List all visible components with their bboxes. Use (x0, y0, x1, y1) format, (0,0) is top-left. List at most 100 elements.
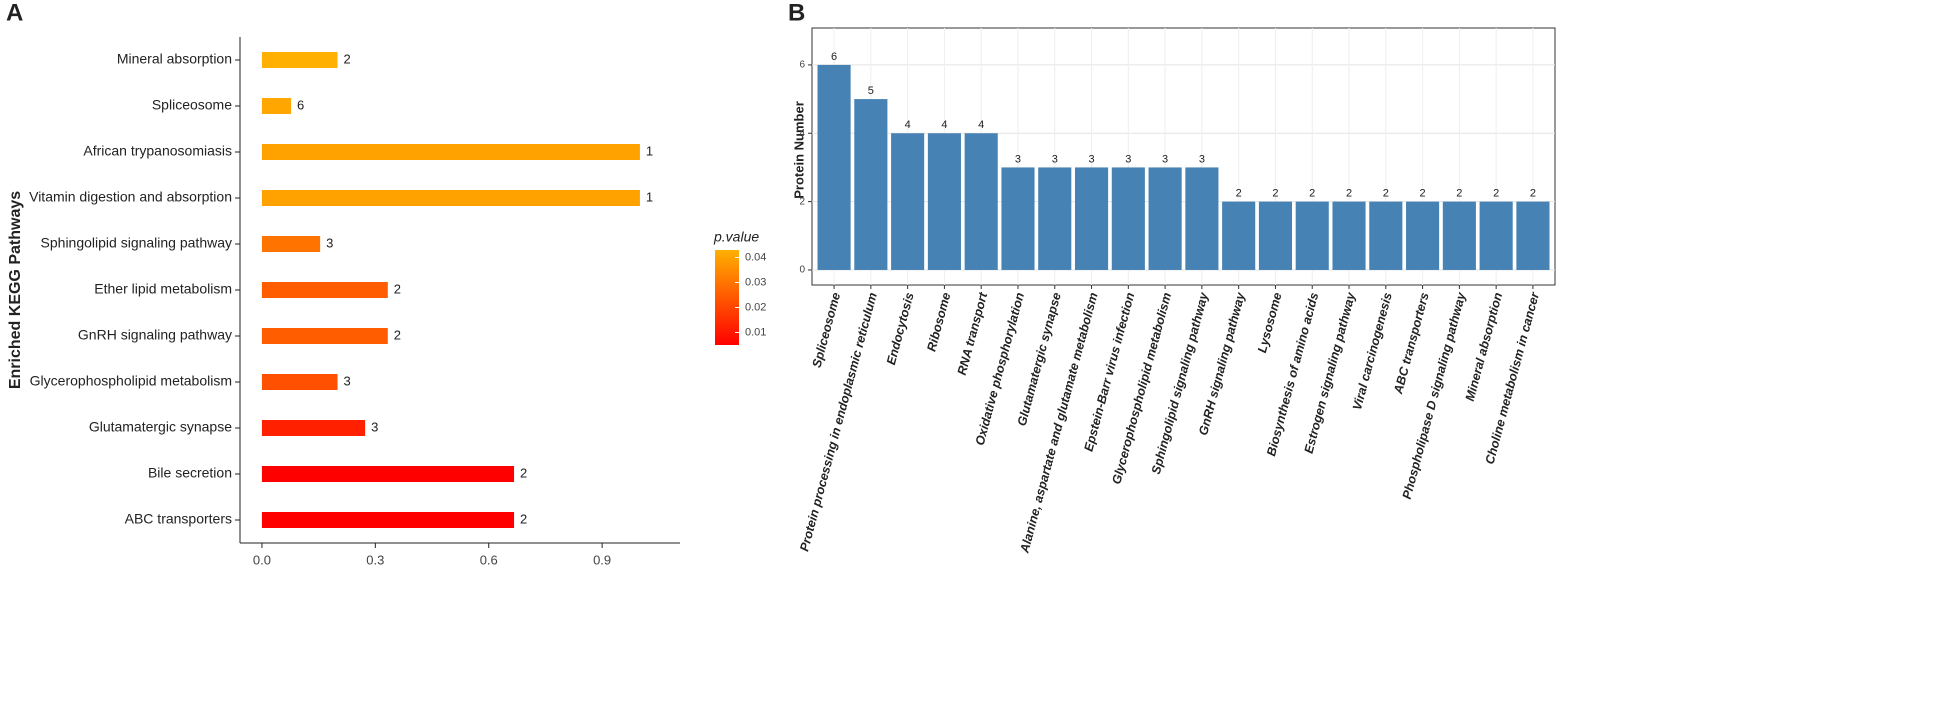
count-label: 3 (326, 235, 333, 250)
bar (1001, 167, 1035, 270)
count-label: 2 (344, 51, 351, 66)
count-label: 6 (297, 97, 304, 112)
legend-tick-label: 0.01 (745, 326, 766, 338)
bar (261, 466, 515, 482)
x-tick-label: ABC transporters (1391, 291, 1432, 396)
bar (261, 282, 388, 298)
y-tick-label: 4 (799, 128, 805, 139)
bar (1332, 201, 1366, 270)
bar (1369, 201, 1403, 270)
legend-tick-label: 0.02 (745, 301, 766, 313)
bar (1442, 201, 1476, 270)
count-label: 2 (520, 511, 527, 526)
value-label: 2 (1420, 188, 1426, 200)
count-label: 3 (344, 373, 351, 388)
y-tick-label: Sphingolipid signaling pathway (41, 235, 232, 251)
bar (1258, 201, 1293, 270)
x-tick-label: 0.9 (593, 552, 611, 567)
value-label: 3 (1125, 153, 1131, 165)
bar (261, 52, 338, 68)
bar (1222, 201, 1256, 270)
x-tick-label: Spliceosome (810, 291, 843, 369)
bar (1038, 167, 1072, 270)
bar (817, 64, 851, 270)
x-tick-label: 0.0 (253, 552, 271, 567)
y-tick-label: Glutamatergic synapse (89, 419, 232, 435)
value-label: 4 (978, 119, 984, 131)
value-label: 2 (1236, 188, 1242, 200)
y-tick-label: African trypanosomiasis (83, 143, 232, 159)
y-tick-label: Vitamin digestion and absorption (29, 189, 232, 205)
bar (1516, 201, 1550, 270)
x-tick-label: Lysosome (1255, 291, 1285, 354)
x-tick-label: Viral carcinogenesis (1350, 291, 1395, 412)
y-tick-label: Spliceosome (152, 97, 232, 113)
x-tick-label: 0.3 (366, 552, 384, 567)
bar (927, 133, 961, 270)
bar (1111, 167, 1145, 270)
value-label: 3 (1088, 153, 1094, 165)
count-label: 2 (394, 327, 401, 342)
count-label: 3 (371, 419, 378, 434)
color-bar (715, 250, 739, 345)
value-label: 2 (1272, 188, 1278, 200)
value-label: 2 (1383, 188, 1389, 200)
x-tick-label: Ribosome (924, 291, 953, 353)
bar (1406, 201, 1440, 270)
x-tick-label: 0.6 (480, 552, 498, 567)
value-label: 4 (941, 119, 947, 131)
bar (261, 420, 366, 436)
y-tick-label: GnRH signaling pathway (78, 327, 232, 343)
value-label: 2 (1530, 188, 1536, 200)
y-axis-label: Protein Number (791, 101, 806, 199)
count-label: 2 (394, 281, 401, 296)
bar (1074, 167, 1109, 270)
bar (891, 133, 925, 270)
value-label: 4 (905, 119, 911, 131)
bar (1148, 167, 1182, 270)
count-label: 1 (646, 189, 653, 204)
value-label: 2 (1309, 188, 1315, 200)
value-label: 2 (1493, 188, 1499, 200)
value-label: 2 (1346, 188, 1352, 200)
x-tick-label: Mineral absorption (1463, 291, 1506, 403)
bar (261, 512, 515, 528)
value-label: 3 (1052, 153, 1058, 165)
bar (261, 328, 388, 344)
count-label: 2 (520, 465, 527, 480)
y-tick-label: Glycerophospholipid metabolism (30, 373, 232, 389)
value-label: 3 (1162, 153, 1168, 165)
y-tick-label: Bile secretion (148, 465, 232, 481)
value-label: 5 (868, 85, 874, 97)
legend-tick-label: 0.03 (745, 276, 766, 288)
bar (1479, 201, 1513, 270)
bar (1185, 167, 1219, 270)
y-tick-label: ABC transporters (125, 511, 232, 527)
bar (261, 144, 640, 160)
value-label: 2 (1456, 188, 1462, 200)
bar (261, 190, 640, 206)
y-tick-label: Ether lipid metabolism (94, 281, 232, 297)
y-tick-label: 2 (799, 196, 805, 207)
x-tick-label: Endocytosis (884, 291, 917, 366)
value-label: 3 (1015, 153, 1021, 165)
bar (261, 236, 321, 252)
legend-tick-label: 0.04 (745, 251, 766, 263)
bar (1295, 201, 1329, 270)
panel-letter: A (6, 0, 23, 26)
bar (854, 99, 888, 270)
value-label: 6 (831, 51, 837, 63)
y-axis-label: Enriched KEGG Pathways (7, 191, 24, 389)
x-tick-label: RNA transport (955, 290, 991, 376)
bar (964, 133, 998, 270)
y-tick-label: Mineral absorption (117, 51, 232, 67)
bar (261, 98, 292, 114)
x-tick-label: Protein processing in endoplasmic reticu… (797, 291, 880, 553)
legend-title: p.value (713, 229, 759, 245)
value-label: 3 (1199, 153, 1205, 165)
y-tick-label: 0 (799, 265, 805, 276)
y-tick-label: 6 (799, 60, 805, 71)
count-label: 1 (646, 143, 653, 158)
panel-letter: B (788, 0, 805, 26)
